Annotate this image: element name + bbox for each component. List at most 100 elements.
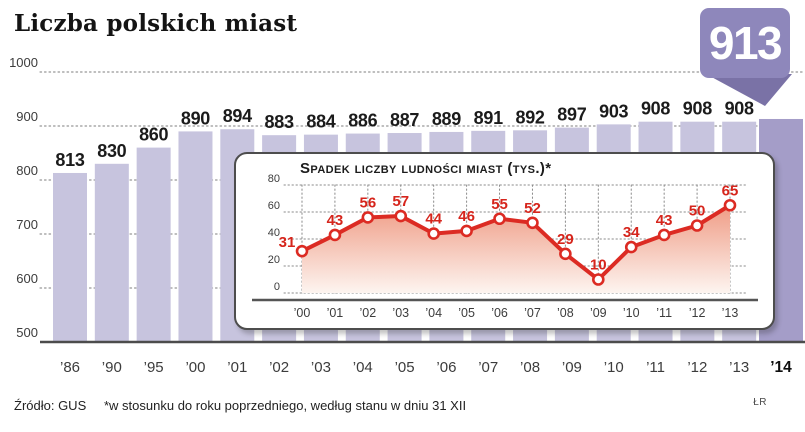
bar-value-label: 830 xyxy=(97,141,126,161)
x-axis-tick: ’90 xyxy=(102,359,122,376)
bar-value-label: 892 xyxy=(515,107,544,127)
bar-90 xyxy=(94,163,129,342)
value-badge: 913 xyxy=(698,6,798,108)
inset-x-tick: ’04 xyxy=(425,306,442,320)
page-title: Liczba polskich miast xyxy=(14,10,298,37)
x-axis-tick: ’11 xyxy=(646,359,665,376)
bar-value-label: 884 xyxy=(306,112,335,132)
data-point-label: 29 xyxy=(557,231,574,248)
inset-y-tick: 20 xyxy=(268,254,280,266)
data-point-label: 10 xyxy=(590,257,607,274)
data-point-marker xyxy=(427,227,440,240)
speech-bubble-tail xyxy=(706,74,792,106)
data-point-label: 56 xyxy=(360,194,377,211)
inset-y-tick: 80 xyxy=(268,173,280,185)
inset-x-tick: ’03 xyxy=(392,306,409,320)
data-point-marker xyxy=(295,244,309,258)
inset-x-tick: ’09 xyxy=(590,306,607,320)
inset-x-tick: ’00 xyxy=(294,306,311,320)
x-axis-tick: ’10 xyxy=(604,359,624,376)
data-point-label: 57 xyxy=(392,193,409,210)
x-axis-tick: ’06 xyxy=(436,359,456,376)
x-axis-tick: ’00 xyxy=(185,359,205,376)
inset-x-tick: ’02 xyxy=(360,306,377,320)
data-point-label: 43 xyxy=(656,212,673,229)
data-point-marker xyxy=(624,240,638,254)
data-point-marker xyxy=(493,212,506,226)
inset-x-tick: ’05 xyxy=(458,306,475,320)
x-axis-tick: ’07 xyxy=(478,359,498,376)
data-point-marker xyxy=(592,273,605,286)
bar-value-label: 890 xyxy=(181,108,210,128)
data-point-marker xyxy=(460,224,473,238)
badge-body: 913 xyxy=(700,8,790,78)
data-point-marker xyxy=(328,228,342,242)
bar-value-label: 860 xyxy=(139,125,168,145)
data-point-marker xyxy=(394,209,408,223)
y-axis-tick: 1000 xyxy=(9,55,38,70)
credit-initials: ŁR xyxy=(753,397,767,408)
x-axis-tick: ’13 xyxy=(729,359,749,376)
bar-value-label: 908 xyxy=(683,99,712,119)
x-axis-tick: ’09 xyxy=(562,359,582,376)
bar-value-label: 903 xyxy=(599,101,628,121)
badge-tail-icon xyxy=(706,74,792,106)
data-point-label: 55 xyxy=(491,196,508,213)
data-point-label: 44 xyxy=(425,211,442,228)
bar-value-label: 891 xyxy=(474,108,503,128)
source-label: Źródło: GUS xyxy=(14,398,87,413)
bar-95 xyxy=(136,147,171,342)
line-area-fill xyxy=(302,205,730,293)
bar-value-label: 889 xyxy=(432,109,461,129)
data-point-label: 52 xyxy=(524,200,541,217)
inset-y-tick: 40 xyxy=(268,227,280,239)
y-axis-tick: 900 xyxy=(16,109,38,124)
data-point-label: 46 xyxy=(458,208,475,225)
x-axis-tick: ’03 xyxy=(311,359,331,376)
x-axis-tick: ’01 xyxy=(227,359,247,376)
x-axis-tick: ’02 xyxy=(269,359,289,376)
data-point-label: 43 xyxy=(327,212,344,229)
data-point-marker xyxy=(526,216,539,230)
x-axis-tick: ’08 xyxy=(520,359,540,376)
data-point-label: 34 xyxy=(623,224,640,241)
bar-00 xyxy=(178,131,213,342)
x-axis-tick: ’86 xyxy=(60,359,80,376)
data-point-marker xyxy=(559,247,572,261)
x-axis-tick: ’05 xyxy=(395,359,415,376)
y-axis-tick: 800 xyxy=(16,163,38,178)
inset-x-tick: ’12 xyxy=(689,306,706,320)
bar-value-label: 886 xyxy=(348,111,377,131)
x-axis-tick: ’04 xyxy=(353,359,373,376)
y-axis-tick: 700 xyxy=(16,217,38,232)
inset-x-tick: ’08 xyxy=(557,306,574,320)
inset-y-tick: 60 xyxy=(268,200,280,212)
badge-value: 913 xyxy=(708,17,783,69)
data-point-label: 65 xyxy=(722,182,739,199)
bar-value-label: 887 xyxy=(390,110,419,130)
y-axis-tick: 500 xyxy=(16,325,38,340)
data-point-label: 31 xyxy=(279,234,296,251)
inset-x-tick: ’11 xyxy=(656,306,672,320)
bar-value-label: 908 xyxy=(725,99,754,119)
y-axis-tick: 600 xyxy=(16,271,38,286)
bar-value-label: 908 xyxy=(641,99,670,119)
inset-x-tick: ’13 xyxy=(722,306,739,320)
bar-86 xyxy=(53,172,87,342)
line-chart: 0 20 40 60 80 ’00 ’01 ’02 ’03 ’04 ’05 ’06 ’07 ’08 ’09 ’… xyxy=(252,173,758,320)
bar-value-label: 897 xyxy=(557,105,586,125)
inset-x-tick: ’10 xyxy=(623,306,640,320)
inset-x-tick: ’07 xyxy=(524,306,541,320)
inset-panel: Spadek liczby ludności miast (tys.)* 0 20… xyxy=(234,152,775,330)
bar-value-label: 894 xyxy=(223,106,252,126)
data-point-label: 50 xyxy=(689,203,706,220)
bar-value-label: 883 xyxy=(265,112,294,132)
inset-x-tick: ’01 xyxy=(327,306,344,320)
inset-x-tick: ’06 xyxy=(491,306,508,320)
x-axis-tick: ’14 xyxy=(770,359,792,376)
data-point-marker xyxy=(657,228,671,242)
footnote: *w stosunku do roku poprzedniego, według… xyxy=(104,398,467,413)
x-axis-tick: ’95 xyxy=(144,359,164,376)
bar-value-label: 813 xyxy=(55,150,84,170)
